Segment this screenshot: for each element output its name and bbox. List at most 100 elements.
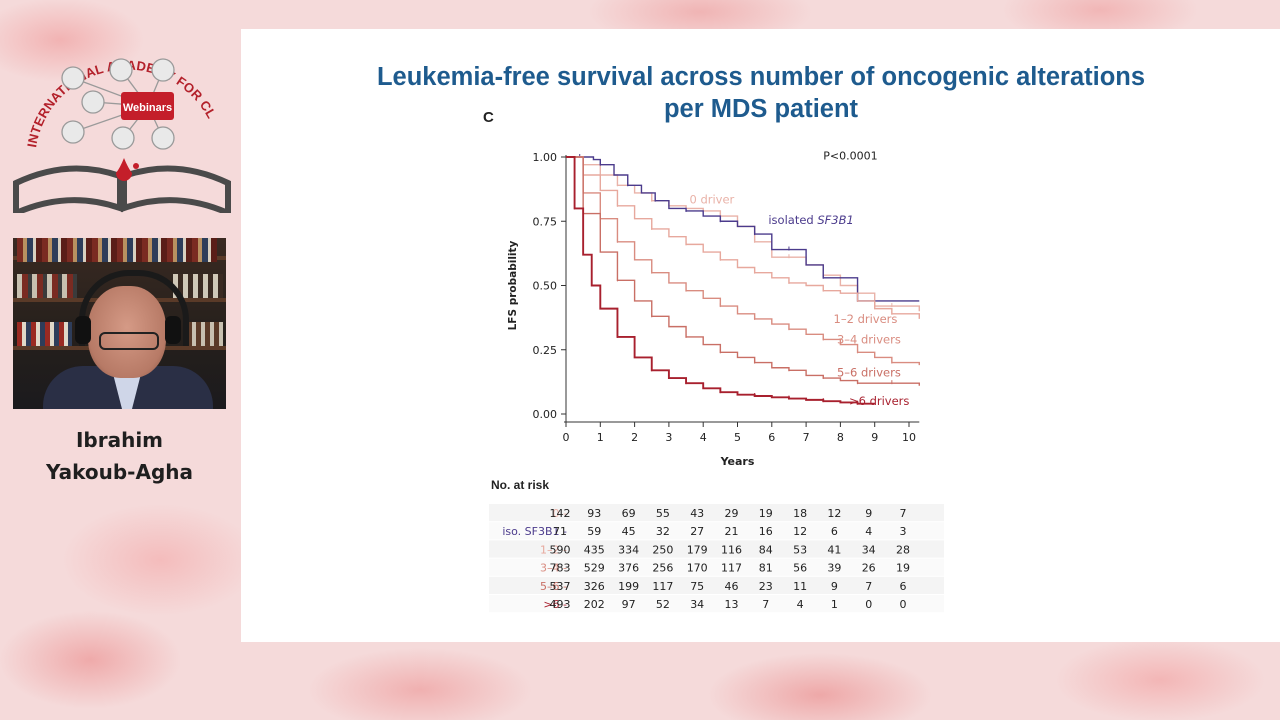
risk-cell: 43 [690,507,704,520]
km-survival-chart: 0.00 0.25 0.50 0.75 1.00 0 1 2 3 4 5 6 7 8 9 10 Years LFS… [507,150,920,468]
y-tick-label: 0.00 [533,408,558,421]
risk-cell: 39 [827,562,841,575]
risk-cell: 69 [622,507,636,520]
series-label-0: 0 driver [689,192,734,206]
risk-cell: 0 [865,598,872,611]
risk-cell: 97 [622,598,636,611]
risk-cell: 537 [550,580,571,593]
risk-row-label: >6 - [543,598,567,611]
x-tick-label: 7 [803,431,810,444]
x-tick-label: 0 [563,431,570,444]
speaker-first-name: Ibrahim [75,428,164,452]
risk-cell: 93 [587,507,601,520]
risk-cell: 116 [721,543,742,556]
risk-row-bg [489,504,944,522]
risk-row-bg [489,540,944,558]
risk-row-label: 1–2 - [540,543,567,556]
risk-cell: 142 [550,507,571,520]
risk-cell: 1 [831,598,838,611]
risk-cell: 75 [690,580,704,593]
risk-cell: 55 [656,507,670,520]
km-curve-2 [566,156,920,319]
presentation-slide: Leukemia-free survival across number of … [241,29,1280,642]
risk-cell: 52 [656,598,670,611]
risk-cell: 71 [553,525,567,538]
risk-cell: 18 [793,507,807,520]
risk-cell: 117 [652,580,673,593]
risk-cell: 4 [797,598,804,611]
risk-cell: 376 [618,562,639,575]
risk-cell: 45 [622,525,636,538]
risk-cell: 9 [831,580,838,593]
risk-cell: 13 [725,598,739,611]
panel-letter: C [483,109,494,126]
x-axis-label: Years [720,455,755,468]
risk-cell: 84 [759,543,773,556]
km-curve-3 [566,156,920,366]
y-axis-label: LFS probability [507,240,519,330]
risk-cell: 9 [865,507,872,520]
slide-title-line1: Leukemia-free survival across number of … [376,63,1146,91]
risk-cell: 34 [690,598,704,611]
risk-cell: 529 [584,562,605,575]
risk-cell: 46 [725,580,739,593]
risk-cell: 11 [793,580,807,593]
slide-title-line2: per MDS patient [663,95,859,123]
km-curve-0 [566,156,920,312]
risk-cell: 4 [865,525,872,538]
slide-title: Leukemia-free survival across number of … [301,61,1221,125]
risk-cell: 256 [652,562,673,575]
risk-cell: 326 [584,580,605,593]
risk-cell: 53 [793,543,807,556]
risk-cell: 21 [725,525,739,538]
x-tick-label: 2 [631,431,638,444]
x-tick-label: 3 [665,431,672,444]
series-label-5: >6 drivers [849,394,909,408]
risk-cell: 28 [896,543,910,556]
risk-cell: 12 [793,525,807,538]
risk-cell: 590 [550,543,571,556]
risk-cell: 23 [759,580,773,593]
risk-cell: 59 [587,525,601,538]
x-tick-label: 4 [700,431,707,444]
risk-cell: 250 [652,543,673,556]
risk-cell: 117 [721,562,742,575]
y-tick-label: 1.00 [533,151,558,164]
speaker-name: Ibrahim Yakoub-Agha [13,424,226,488]
x-tick-label: 8 [837,431,844,444]
x-tick-label: 9 [871,431,878,444]
km-curve-5 [566,156,875,405]
risk-cell: 6 [900,580,907,593]
speaker-glasses [99,332,159,350]
speaker-video [13,238,226,409]
x-tick-label: 5 [734,431,741,444]
risk-cell: 783 [550,562,571,575]
x-tick-label: 1 [597,431,604,444]
risk-cell: 493 [550,598,571,611]
risk-cell: 41 [827,543,841,556]
risk-cell: 435 [584,543,605,556]
risk-cell: 199 [618,580,639,593]
risk-cell: 179 [687,543,708,556]
series-label-2: 1–2 drivers [834,312,898,326]
risk-cell: 202 [584,598,605,611]
risk-cell: 3 [900,525,907,538]
risk-row-bg [489,595,944,613]
risk-cell: 19 [759,507,773,520]
risk-row-bg [489,576,944,594]
risk-cell: 26 [862,562,876,575]
risk-cell: 7 [865,580,872,593]
risk-row-bg [489,522,944,540]
y-tick-label: 0.50 [533,280,558,293]
risk-cell: 19 [896,562,910,575]
risk-cell: 170 [687,562,708,575]
y-tick-label: 0.75 [533,215,558,228]
risk-cell: 27 [690,525,704,538]
risk-cell: 6 [831,525,838,538]
speaker-last-name: Yakoub-Agha [45,460,194,484]
x-tick-label: 6 [768,431,775,444]
academy-logo: INTERNATIONAL ACADEMY FOR CLINICAL HEMAT… [8,8,231,213]
risk-cell: 29 [725,507,739,520]
risk-cell: 56 [793,562,807,575]
